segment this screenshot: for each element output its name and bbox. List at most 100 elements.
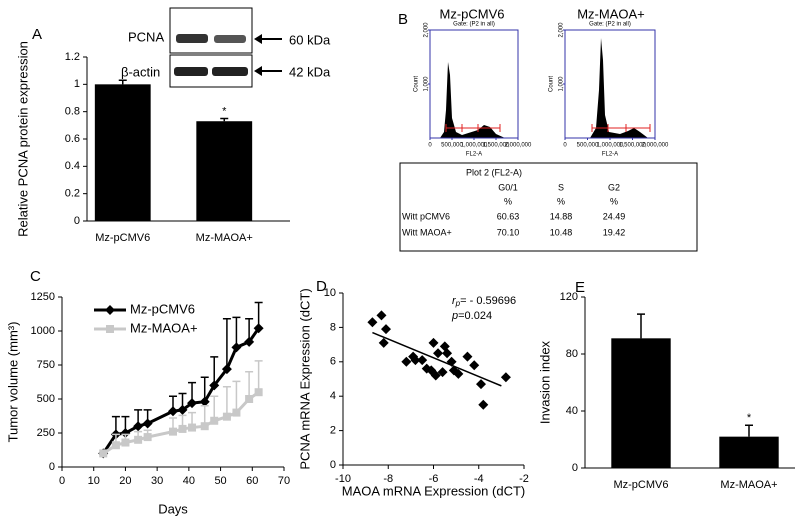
- marker: [188, 423, 197, 432]
- flow-x-tick-label: 500,000: [577, 143, 599, 149]
- y-tick-label: 250: [37, 427, 55, 439]
- flow-x-tick-label: 1,500,000: [619, 143, 646, 149]
- x-tick-label: Mz-MAOA+: [720, 479, 777, 491]
- bar: [196, 121, 253, 221]
- marker: [200, 422, 209, 431]
- y-tick-label: 0.8: [65, 106, 80, 118]
- blot-size: 60 kDa: [289, 32, 331, 47]
- stats-value: = - 0.59696: [460, 295, 516, 307]
- panel-letter: E: [575, 279, 585, 296]
- x-tick-label: -10: [335, 473, 351, 485]
- x-tick-label: Mz-MAOA+: [196, 232, 253, 244]
- y-tick-label: 80: [566, 348, 578, 360]
- y-tick-label: 2: [330, 425, 336, 437]
- marker: [209, 380, 220, 391]
- flow-gate: Gate: (P2 in all): [453, 22, 495, 28]
- point: [367, 317, 378, 328]
- marker: [134, 435, 143, 444]
- x-tick-label: Mz-pCMV6: [95, 232, 150, 244]
- stats-p: p=0.024: [451, 310, 492, 322]
- marker: [133, 421, 144, 432]
- significance-label: *: [747, 412, 752, 424]
- point: [433, 348, 444, 359]
- x-tick-label: -8: [383, 473, 393, 485]
- flow-x-tick-label: 0: [563, 143, 567, 149]
- arrow-head: [254, 66, 262, 76]
- y-tick-label: 500: [37, 393, 55, 405]
- flow-x-tick-label: 2,000,000: [642, 143, 669, 149]
- marker: [187, 398, 198, 409]
- marker: [254, 388, 263, 397]
- y-tick-label: 0: [74, 215, 80, 227]
- flow-x-tick-label: 1,000,000: [597, 143, 624, 149]
- flow-x-tick-label: 2,000,000: [505, 143, 532, 149]
- stats-subscript: p: [455, 299, 461, 308]
- flow-title: Mz-pCMV6: [439, 6, 504, 21]
- x-tick-label: 40: [183, 475, 195, 487]
- y-axis-label: Relative PCNA protein expression: [15, 41, 30, 237]
- table-cell: 70.10: [497, 227, 520, 237]
- stats-r: rp= - 0.59696: [452, 295, 516, 308]
- flow-xlabel: FL2-A: [602, 152, 618, 158]
- flow-title: Mz-MAOA+: [577, 6, 645, 21]
- blot-band: [212, 67, 248, 76]
- blot-label: β-actin: [121, 64, 160, 79]
- blot-band: [214, 35, 246, 43]
- table-unit: %: [610, 196, 618, 206]
- point: [437, 367, 448, 378]
- y-tick-label: 10: [324, 287, 336, 299]
- table-cell: 60.63: [497, 211, 520, 221]
- gate-markers: [445, 124, 651, 132]
- point: [401, 356, 412, 367]
- table-cell: 14.88: [550, 211, 573, 221]
- point: [462, 351, 473, 362]
- y-tick-label: 6: [330, 356, 336, 368]
- table-header: S: [558, 182, 564, 192]
- y-tick-label: 0.6: [65, 133, 80, 145]
- error-bar: [745, 424, 753, 437]
- panel-letter: D: [316, 278, 327, 295]
- y-tick-label: 0.4: [65, 160, 80, 172]
- marker: [142, 418, 153, 429]
- panel-letter: C: [30, 268, 41, 285]
- x-axis-label: Days: [158, 501, 188, 516]
- error-bar: [222, 386, 231, 417]
- y-axis-label: Tumor volume (mm³): [5, 322, 20, 443]
- stats-value: =0.024: [458, 310, 492, 322]
- point: [376, 310, 387, 321]
- x-tick-label: -4: [474, 473, 484, 485]
- y-tick-label: 0.2: [65, 188, 80, 200]
- x-tick-label: 50: [214, 475, 226, 487]
- bar: [719, 436, 779, 468]
- point: [442, 348, 453, 359]
- flow-y-tick-label: 2,000: [559, 22, 565, 38]
- marker: [210, 416, 219, 425]
- marker: [199, 396, 210, 407]
- x-tick-label: Mz-pCMV6: [613, 479, 668, 491]
- flow-x-tick-label: 1,000,000: [461, 143, 488, 149]
- arrow-head: [254, 34, 262, 44]
- y-tick-label: 1.2: [65, 51, 80, 63]
- flow-xlabel: FL2-A: [466, 152, 482, 158]
- flow-frame: [564, 29, 656, 139]
- x-tick-label: 60: [246, 475, 258, 487]
- blot-frame: [169, 7, 253, 54]
- marker: [231, 342, 242, 353]
- error-bar: [232, 380, 241, 413]
- marker: [111, 441, 120, 450]
- marker: [221, 364, 232, 375]
- significance-label: *: [222, 105, 227, 117]
- point: [417, 355, 428, 366]
- point: [380, 324, 391, 335]
- y-tick-label: 8: [330, 321, 336, 333]
- point: [378, 337, 389, 348]
- marker: [143, 433, 152, 442]
- marker: [120, 428, 131, 438]
- flow-y-tick-label: 2,000: [424, 22, 430, 38]
- y-tick-label: 0: [572, 462, 578, 474]
- blot-band: [174, 67, 208, 76]
- y-tick-label: 0: [330, 459, 336, 471]
- table-unit: %: [557, 196, 565, 206]
- stats-symbol: p: [451, 310, 458, 322]
- error-bar: [245, 371, 254, 399]
